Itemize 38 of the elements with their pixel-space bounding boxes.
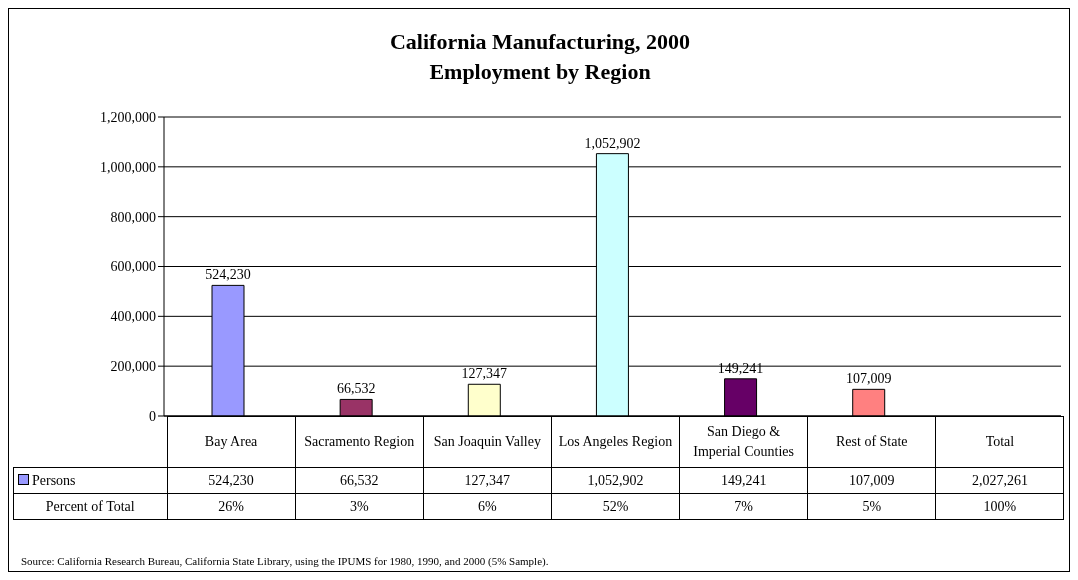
text: 524,230 bbox=[205, 267, 251, 283]
y-tick-label: 600,000 bbox=[110, 259, 156, 275]
text: 100% bbox=[935, 493, 1064, 520]
data-label: 1,052,902 bbox=[551, 467, 680, 494]
data-label: 149,241 bbox=[679, 467, 808, 494]
y-tick-label: 800,000 bbox=[110, 209, 156, 225]
text: 6% bbox=[423, 493, 552, 520]
chart-title: California Manufacturing, 2000 bbox=[388, 28, 692, 56]
data-label: 127,347 bbox=[423, 467, 552, 494]
text: 5% bbox=[807, 493, 936, 520]
x-tick-label: Total bbox=[984, 433, 1016, 451]
y-tick-label: 0 bbox=[149, 408, 156, 424]
text: 2,027,261 bbox=[971, 472, 1028, 488]
data-label: 66,532 bbox=[295, 467, 424, 494]
x-tick-label: Rest of State bbox=[835, 433, 909, 451]
chart-subtitle: Employment by Region bbox=[428, 58, 652, 86]
y-tick-label: 200,000 bbox=[110, 359, 156, 375]
text: Percent of Total bbox=[13, 493, 167, 520]
y-tick-label: 1,200,000 bbox=[100, 109, 156, 125]
legend-label: Persons bbox=[13, 467, 167, 494]
data-label: 107,009 bbox=[807, 467, 936, 494]
text: 3% bbox=[295, 493, 424, 520]
y-tick-label: 400,000 bbox=[110, 309, 156, 325]
text: 52% bbox=[551, 493, 680, 520]
x-tick-label: San Joaquin Valley bbox=[432, 433, 542, 451]
text: 127,347 bbox=[461, 366, 508, 382]
x-tick-label: San Diego & Imperial Counties bbox=[692, 423, 795, 461]
data-label: 524,230 bbox=[167, 467, 296, 494]
text: 107,009 bbox=[845, 371, 892, 387]
x-tick-label: Los Angeles Region bbox=[557, 433, 674, 451]
text: 26% bbox=[167, 493, 296, 520]
text: 1,052,902 bbox=[584, 135, 641, 151]
source-note: Source: California Research Bureau, California State Library, using the IPUMS for 1980, 1990, and 2000 (5% Sample). bbox=[21, 555, 549, 567]
x-tick-label: Sacramento Region bbox=[303, 433, 416, 451]
text: 7% bbox=[679, 493, 808, 520]
text: 66,532 bbox=[336, 381, 376, 397]
y-tick-label: 1,000,000 bbox=[100, 159, 156, 175]
x-tick-label: Bay Area bbox=[203, 433, 259, 451]
